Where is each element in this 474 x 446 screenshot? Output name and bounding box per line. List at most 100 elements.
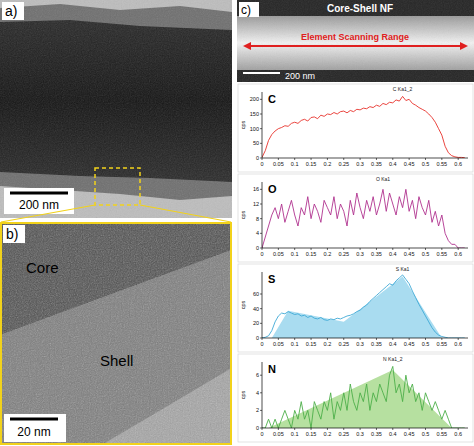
x-tick-label: 0.2	[324, 431, 332, 437]
x-tick	[458, 338, 459, 340]
x-tick-label: 0.15	[306, 161, 317, 167]
x-tick-label: 0.35	[371, 341, 382, 347]
x-tick-label: 0.45	[404, 341, 415, 347]
x-tick-label: 0.3	[356, 431, 364, 437]
plot-area	[262, 366, 465, 428]
y-axis	[262, 182, 263, 248]
charts-bg	[237, 83, 474, 446]
background	[1, 222, 231, 444]
x-tick-label: 0.3	[356, 161, 364, 167]
y-tick	[260, 158, 262, 159]
y-axis	[262, 362, 263, 428]
plot-area	[262, 96, 465, 157]
panel-label: b)	[6, 226, 18, 242]
x-tick	[425, 428, 426, 430]
scale-bar-label: 200 nm	[19, 198, 59, 212]
x-tick-label: 0	[260, 341, 263, 347]
zoom-line	[140, 205, 231, 222]
x-tick-label: 0.45	[404, 431, 415, 437]
chart: C Ka1_200.050.10.150.20.250.30.350.40.45…	[238, 84, 473, 172]
x-tick-label: 0.5	[422, 341, 430, 347]
y-tick-label: 0	[256, 425, 259, 431]
x-tick-label: 0.4	[389, 431, 397, 437]
area	[272, 276, 442, 338]
x-tick	[311, 428, 312, 430]
x-tick	[441, 158, 442, 160]
x-tick-label: 0.05	[273, 251, 284, 257]
x-tick	[376, 428, 377, 430]
y-tick-label: 50	[253, 140, 259, 146]
y-tick	[260, 204, 262, 205]
background	[237, 0, 474, 82]
arrow-head	[460, 42, 468, 50]
panel-a: a)200 nm	[0, 0, 232, 218]
zoom-box	[95, 168, 140, 205]
x-tick	[311, 338, 312, 340]
y-tick	[260, 233, 262, 234]
chart: O Ka100.050.10.150.20.250.30.350.40.450.…	[238, 174, 473, 262]
x-tick	[392, 338, 393, 340]
y-tick-label: 8	[256, 216, 259, 222]
x-tick	[441, 338, 442, 340]
chart: S Ka100.050.10.150.20.250.30.350.40.450.…	[238, 264, 473, 352]
x-tick-label: 0.1	[291, 251, 299, 257]
x-tick-label: 0.55	[436, 251, 447, 257]
y-tick-label: 150	[250, 111, 259, 117]
x-tick-label: 0.2	[324, 161, 332, 167]
x-tick	[327, 158, 328, 160]
grain	[1, 222, 231, 444]
y-tick	[260, 189, 262, 190]
y-tick	[260, 323, 262, 324]
arrow-label: Element Scanning Range	[301, 32, 409, 42]
x-tick-label: 0.35	[371, 431, 382, 437]
chart-frame	[238, 354, 473, 442]
y-tick-label: 6	[256, 372, 259, 378]
x-tick-label: 0.55	[436, 161, 447, 167]
x-tick-label: 0.45	[404, 161, 415, 167]
x-tick-label: 0.5	[422, 431, 430, 437]
y-tick	[260, 99, 262, 100]
plot-area	[262, 275, 465, 338]
x-tick-label: 0	[260, 251, 263, 257]
x-tick	[409, 338, 410, 340]
scale-bar	[10, 192, 68, 195]
chart-title: O	[268, 183, 277, 195]
panel-border	[1, 223, 231, 444]
zoom-line	[1, 205, 95, 222]
x-tick	[425, 158, 426, 160]
y-tick	[260, 248, 262, 249]
region-label: Shell	[100, 352, 133, 369]
y-tick	[260, 392, 262, 393]
series-label: O Ka1	[376, 176, 390, 182]
x-tick-label: 0.1	[291, 341, 299, 347]
y-tick-label: 12	[253, 201, 259, 207]
y-tick-label: 2	[256, 407, 259, 413]
x-axis	[262, 248, 468, 249]
line	[262, 275, 465, 338]
x-tick-label: 0.1	[291, 161, 299, 167]
y-tick	[260, 308, 262, 309]
x-tick-label: 0.4	[389, 251, 397, 257]
x-axis	[262, 158, 468, 159]
x-tick	[278, 428, 279, 430]
x-tick	[458, 248, 459, 250]
chart-frame	[238, 174, 473, 262]
x-tick-label: 0.4	[389, 341, 397, 347]
x-tick-label: 0.6	[454, 341, 462, 347]
x-tick	[343, 338, 344, 340]
x-tick-label: 0.05	[273, 161, 284, 167]
x-tick	[458, 428, 459, 430]
x-tick	[343, 158, 344, 160]
x-tick	[409, 158, 410, 160]
chart-title: N	[268, 363, 276, 375]
line	[262, 96, 465, 157]
x-tick-label: 0.15	[306, 251, 317, 257]
grain	[0, 0, 232, 218]
x-tick-label: 0.6	[454, 251, 462, 257]
grain	[237, 0, 474, 82]
region-label: Core	[26, 259, 59, 276]
x-tick	[425, 248, 426, 250]
x-tick	[294, 158, 295, 160]
x-tick	[376, 248, 377, 250]
x-tick-label: 0.15	[306, 341, 317, 347]
